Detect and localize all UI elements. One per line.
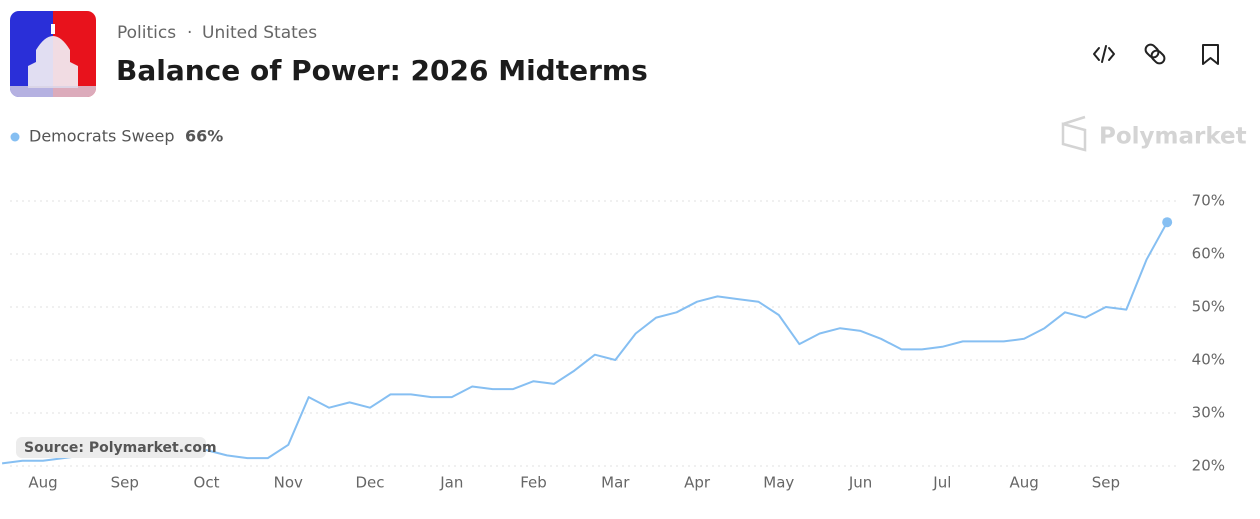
separator: · <box>187 23 192 43</box>
x-tick-label: Sep <box>1092 474 1120 492</box>
bookmark-button[interactable] <box>1202 44 1219 65</box>
x-tick-label: Apr <box>684 474 711 492</box>
x-tick-label: Aug <box>1009 474 1038 492</box>
source-label: Source: Polymarket.com <box>24 440 217 456</box>
legend-label: Democrats Sweep <box>29 127 175 146</box>
x-tick-label: Oct <box>194 474 220 492</box>
x-tick-label: May <box>763 474 794 492</box>
legend-dot <box>10 132 20 142</box>
y-tick-label: 50% <box>1192 298 1225 316</box>
y-tick-label: 30% <box>1192 404 1225 422</box>
x-tick-label: Nov <box>274 474 303 492</box>
source-badge <box>16 437 206 458</box>
y-tick-label: 20% <box>1192 457 1225 475</box>
x-tick-label: Jun <box>848 474 872 492</box>
y-tick-label: 60% <box>1192 245 1225 263</box>
link-button[interactable] <box>1144 43 1167 66</box>
y-tick-label: 70% <box>1192 192 1225 210</box>
embed-button[interactable] <box>1093 45 1115 63</box>
data-line <box>1 221 1169 465</box>
brand-logo <box>1061 115 1087 152</box>
x-tick-label: Sep <box>111 474 139 492</box>
legend-value: 66% <box>185 127 223 146</box>
x-tick-label: Dec <box>356 474 385 492</box>
y-tick-label: 40% <box>1192 351 1225 369</box>
breadcrumb[interactable]: United States <box>202 23 317 43</box>
x-tick-label: Jul <box>932 474 951 492</box>
x-tick-label: Feb <box>520 474 547 492</box>
x-tick-label: Mar <box>601 474 630 492</box>
chart-title: Balance of Power: 2026 Midterms <box>116 54 648 87</box>
end-point <box>1162 217 1173 228</box>
breadcrumb[interactable]: Politics <box>117 23 176 43</box>
market-icon <box>10 11 96 97</box>
brand-name: Polymarket <box>1099 124 1247 150</box>
x-tick-label: Jan <box>439 474 463 492</box>
x-tick-label: Aug <box>28 474 57 492</box>
